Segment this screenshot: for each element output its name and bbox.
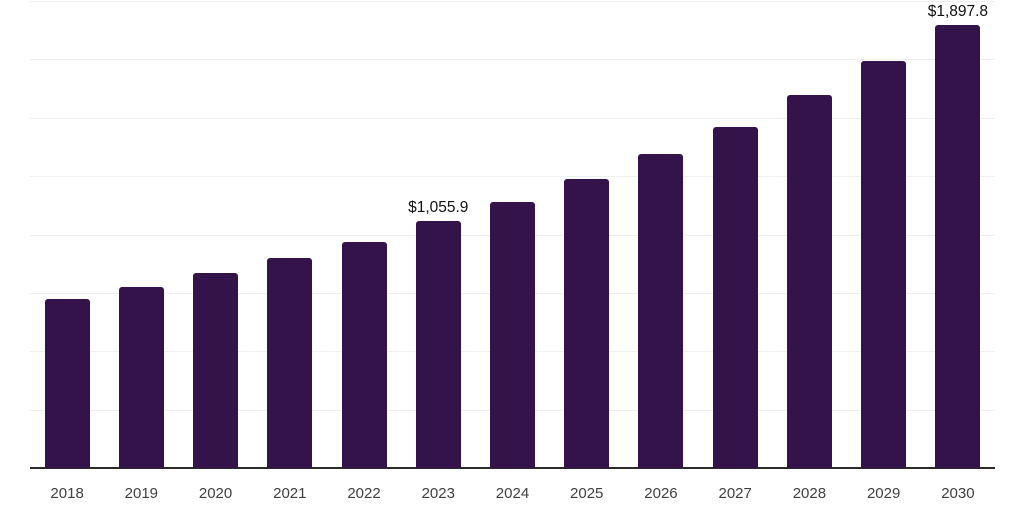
- bar-2022: [341, 241, 387, 468]
- bar-2027: [712, 126, 758, 468]
- x-tick-label-2030: 2030: [941, 485, 975, 502]
- x-tick-label-2024: 2024: [495, 485, 530, 502]
- x-tick-label-2020: 2020: [198, 485, 233, 502]
- x-tick-label-2018: 2018: [50, 485, 84, 502]
- bar-2023: [415, 221, 461, 468]
- x-tick-label-2029: 2029: [866, 485, 901, 502]
- gridline-2000: [30, 1, 995, 2]
- x-tick-label-2027: 2027: [718, 485, 752, 502]
- gridline-1250: [30, 176, 995, 178]
- x-tick-label-2023: 2023: [421, 485, 455, 502]
- x-tick-label-2026: 2026: [644, 485, 678, 502]
- bar-2026: [638, 154, 684, 468]
- gridline-1750: [30, 59, 995, 61]
- gridline-1500: [30, 117, 995, 119]
- x-tick-label-2025: 2025: [570, 485, 604, 502]
- bar-2025: [564, 178, 610, 468]
- bar-2021: [267, 257, 313, 468]
- bar-2028: [786, 95, 832, 468]
- bar-2030: [935, 24, 981, 468]
- bar-2018: [44, 298, 90, 468]
- x-tick-label-2022: 2022: [347, 485, 381, 502]
- data-label-2023: $1,055.9: [408, 199, 469, 217]
- bar-2024: [490, 201, 535, 468]
- data-label-2030: $1,897.8: [927, 2, 989, 20]
- x-tick-label-2028: 2028: [792, 485, 827, 502]
- bar-2019: [118, 286, 164, 468]
- x-tick-label-2021: 2021: [273, 485, 307, 502]
- bar-2029: [861, 61, 907, 468]
- x-axis-line: [30, 467, 995, 469]
- bar-2020: [193, 272, 239, 468]
- x-tick-label-2019: 2019: [124, 485, 159, 502]
